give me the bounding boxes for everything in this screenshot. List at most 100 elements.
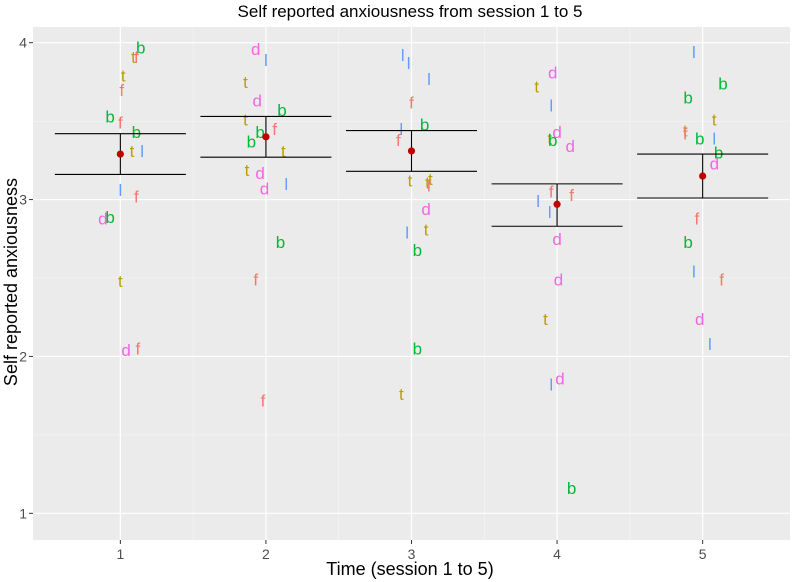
- x-tick-label: 5: [699, 546, 707, 562]
- data-point: t: [243, 111, 248, 130]
- data-point: d: [552, 123, 561, 142]
- data-point: d: [252, 92, 261, 111]
- data-point: t: [425, 173, 430, 192]
- data-point: t: [408, 172, 413, 191]
- data-point: f: [427, 176, 432, 195]
- data-point: b: [567, 479, 576, 498]
- data-point: l: [548, 203, 552, 222]
- mean-point: [116, 150, 124, 158]
- data-point: b: [105, 107, 114, 126]
- data-point: b: [255, 123, 264, 142]
- data-point: l: [401, 46, 405, 65]
- summary-errorbars: [54, 115, 769, 227]
- data-point: l: [692, 263, 696, 282]
- data-point: l: [549, 376, 553, 395]
- x-tick-label: 2: [262, 546, 270, 562]
- data-point: l: [427, 70, 431, 89]
- x-tick-label: 4: [553, 546, 561, 562]
- data-point: l: [536, 192, 540, 211]
- y-tick-label: 1: [19, 505, 27, 521]
- x-tick-label: 3: [408, 546, 416, 562]
- data-point: b: [420, 115, 429, 134]
- data-point: f: [135, 340, 140, 359]
- data-point: d: [565, 137, 574, 156]
- data-point: d: [251, 40, 260, 59]
- data-point: t: [424, 220, 429, 239]
- y-axis-label: Self reported anxiousness: [1, 178, 21, 386]
- data-point: b: [683, 89, 692, 108]
- data-point: f: [118, 114, 123, 133]
- data-point: d: [548, 63, 557, 82]
- x-axis-ticks: 1 2 3 4 5: [116, 540, 707, 562]
- data-point: f: [272, 120, 277, 139]
- y-axis-ticks: 1 2 3 4: [19, 35, 33, 521]
- mean-point: [699, 172, 707, 180]
- data-point: t: [130, 142, 135, 161]
- data-point: b: [548, 131, 557, 150]
- x-axis-label: Time (session 1 to 5): [326, 559, 493, 579]
- data-point: l: [549, 96, 553, 115]
- data-point: b: [714, 144, 723, 163]
- data-point: d: [710, 154, 719, 173]
- data-point: f: [119, 81, 124, 100]
- mean-point: [407, 147, 416, 155]
- data-point: b: [718, 74, 727, 93]
- data-point: b: [413, 241, 422, 260]
- data-point: l: [712, 129, 716, 148]
- data-point: f: [409, 93, 414, 112]
- data-point: l: [118, 181, 122, 200]
- data-point: t: [243, 73, 248, 92]
- data-point: l: [708, 335, 712, 354]
- data-point: b: [105, 208, 114, 227]
- data-point: b: [136, 38, 145, 57]
- data-point: f: [134, 187, 139, 206]
- data-point: f: [549, 183, 554, 202]
- chart-title: Self reported anxiousness from session 1…: [238, 2, 583, 21]
- data-point: t: [118, 272, 123, 291]
- x-tick-label: 1: [116, 546, 124, 562]
- y-tick-label: 4: [19, 35, 27, 51]
- data-point: b: [276, 233, 285, 252]
- data-point: l: [405, 224, 409, 243]
- data-point: d: [695, 310, 704, 329]
- data-point: b: [132, 123, 141, 142]
- data-point: f: [261, 391, 266, 410]
- mean-point: [553, 200, 561, 208]
- data-point: t: [121, 67, 126, 86]
- data-point: f: [253, 271, 258, 290]
- data-point: b: [413, 340, 422, 359]
- data-point: d: [554, 271, 563, 290]
- data-point: d: [260, 180, 269, 199]
- y-tick-label: 2: [19, 348, 27, 364]
- major-gridlines: [33, 27, 790, 540]
- data-point: t: [547, 129, 552, 148]
- data-point: f: [396, 131, 401, 150]
- data-point: b: [695, 129, 704, 148]
- data-point: d: [98, 209, 107, 228]
- data-point: l: [692, 43, 696, 62]
- data-point: d: [421, 200, 430, 219]
- data-point: f: [569, 186, 574, 205]
- data-point: d: [552, 230, 561, 249]
- data-point: f: [683, 125, 688, 144]
- y-tick-label: 3: [19, 192, 27, 208]
- data-point: l: [399, 120, 403, 139]
- data-point: t: [281, 142, 286, 161]
- data-point: f: [694, 209, 699, 228]
- data-point: l: [407, 54, 411, 73]
- data-point: d: [121, 341, 130, 360]
- data-point: t: [712, 111, 717, 130]
- data-point: b: [683, 233, 692, 252]
- data-point: b: [277, 101, 286, 120]
- mean-point: [262, 133, 270, 141]
- data-point: t: [131, 48, 136, 67]
- data-point: t: [543, 310, 548, 329]
- data-point: l: [140, 142, 144, 161]
- data-point: t: [534, 78, 539, 97]
- data-point: t: [428, 170, 433, 189]
- data-point: d: [555, 369, 564, 388]
- data-point: b: [247, 133, 256, 152]
- data-point: f: [134, 48, 139, 67]
- data-point: f: [719, 271, 724, 290]
